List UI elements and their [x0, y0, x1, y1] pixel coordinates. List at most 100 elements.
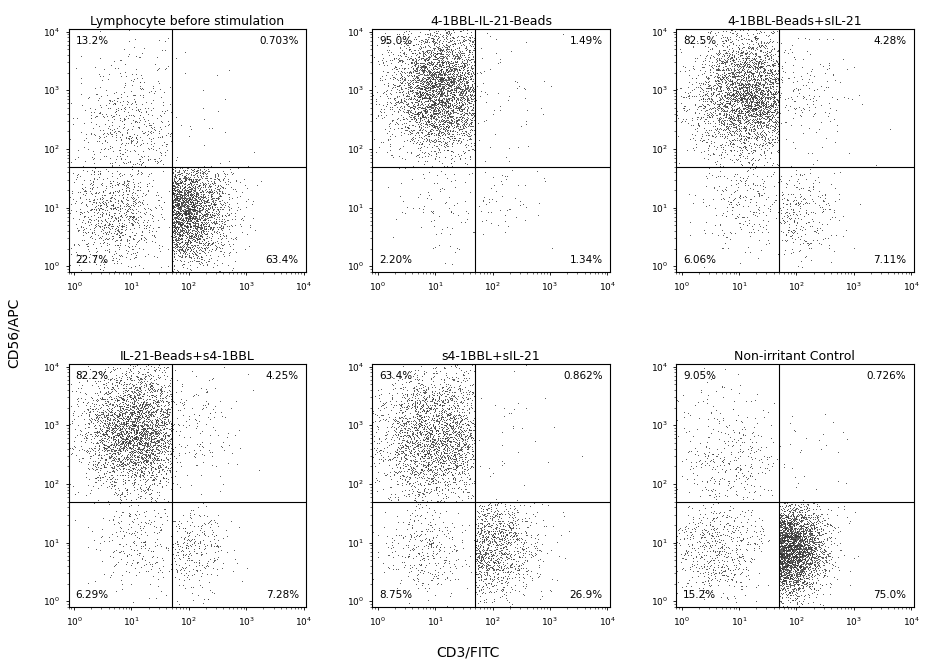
Point [779, 193, 794, 204]
Point [723, 27, 738, 37]
Point [119, 206, 134, 217]
Point [750, 62, 765, 73]
Point [441, 410, 456, 421]
Point [468, 586, 483, 597]
Point [744, 87, 759, 97]
Point [787, 561, 802, 571]
Point [694, 133, 709, 143]
Point [139, 424, 154, 434]
Point [203, 246, 218, 256]
Point [110, 126, 125, 137]
Point [772, 548, 787, 559]
Point [754, 244, 769, 255]
Point [449, 434, 464, 444]
Point [126, 439, 141, 450]
Point [683, 134, 698, 145]
Point [744, 67, 759, 78]
Point [747, 33, 762, 43]
Point [724, 135, 739, 145]
Point [102, 441, 117, 452]
Point [418, 561, 433, 572]
Point [701, 390, 716, 400]
Point [174, 190, 189, 201]
Point [787, 546, 802, 557]
Point [135, 440, 150, 450]
Point [119, 417, 134, 428]
Point [777, 459, 792, 470]
Point [424, 373, 439, 384]
Point [774, 559, 789, 569]
Point [88, 256, 103, 267]
Point [122, 429, 137, 440]
Point [146, 550, 161, 561]
Point [785, 513, 800, 524]
Point [451, 103, 466, 113]
Point [182, 210, 197, 220]
Point [467, 43, 482, 53]
Point [90, 376, 105, 387]
Point [792, 534, 807, 545]
Point [750, 117, 765, 127]
Point [723, 79, 738, 90]
Point [708, 567, 723, 578]
Point [122, 412, 137, 422]
Point [407, 64, 422, 75]
Point [120, 385, 135, 396]
Point [422, 51, 437, 61]
Point [420, 96, 435, 107]
Point [724, 55, 739, 66]
Point [426, 106, 441, 117]
Point [479, 547, 494, 557]
Point [188, 209, 203, 220]
Point [431, 45, 446, 55]
Point [135, 421, 150, 432]
Point [194, 246, 209, 256]
Point [712, 537, 727, 547]
Point [808, 584, 823, 595]
Point [762, 61, 777, 71]
Point [729, 103, 744, 114]
Point [734, 129, 749, 140]
Point [741, 100, 756, 111]
Point [120, 427, 135, 438]
Point [392, 55, 407, 65]
Point [780, 571, 795, 581]
Point [799, 522, 814, 533]
Point [727, 108, 742, 119]
Point [831, 188, 846, 199]
Point [404, 105, 419, 116]
Point [450, 57, 465, 67]
Point [733, 118, 748, 129]
Point [225, 565, 240, 576]
Point [74, 73, 89, 84]
Point [772, 559, 787, 570]
Point [482, 538, 496, 549]
Point [419, 24, 434, 35]
Point [465, 108, 480, 119]
Point [170, 192, 185, 203]
Point [422, 104, 437, 115]
Point [135, 410, 150, 420]
Point [169, 200, 184, 210]
Point [727, 568, 742, 579]
Point [129, 459, 144, 470]
Point [129, 505, 144, 516]
Point [132, 532, 147, 543]
Point [773, 539, 788, 549]
Point [418, 52, 433, 63]
Point [774, 218, 789, 228]
Point [462, 95, 477, 105]
Point [463, 432, 478, 442]
Point [440, 70, 455, 81]
Point [760, 107, 775, 117]
Point [429, 141, 444, 151]
Point [700, 451, 715, 462]
Point [208, 237, 223, 248]
Point [499, 543, 514, 554]
Point [84, 113, 99, 123]
Point [128, 400, 143, 410]
Point [125, 440, 140, 451]
Point [449, 410, 464, 420]
Point [790, 567, 805, 577]
Point [807, 534, 822, 545]
